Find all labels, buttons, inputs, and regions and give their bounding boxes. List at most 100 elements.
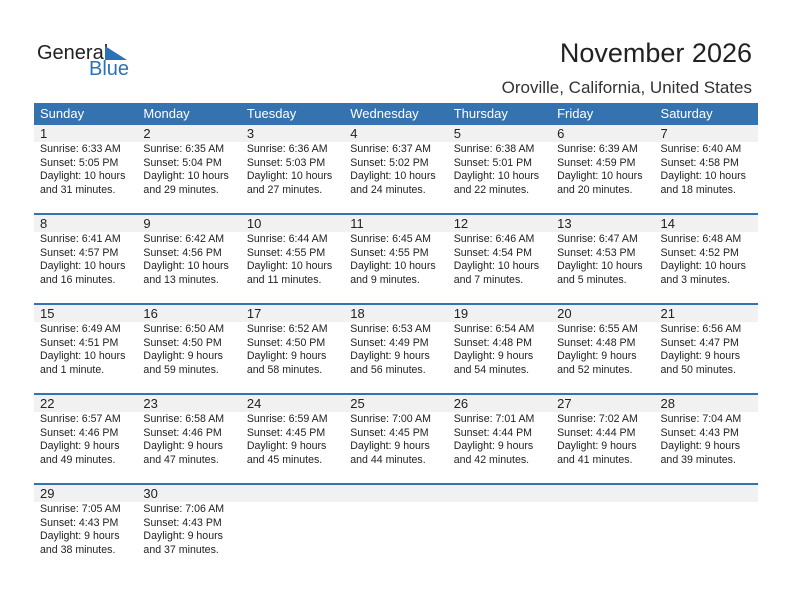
day-info: Sunrise: 6:36 AM Sunset: 5:03 PM Daylight:… xyxy=(241,142,344,197)
sunset-text: Sunset: 5:01 PM xyxy=(453,156,533,169)
sunrise-text: Sunrise: 7:06 AM xyxy=(143,503,225,515)
day-cell xyxy=(654,485,758,573)
weekday-header: Sunday Monday Tuesday Wednesday Thursday Frid… xyxy=(34,103,758,125)
sunrise-text: Sunrise: 7:00 AM xyxy=(350,413,431,425)
minutes-text: and 7 minutes. xyxy=(453,273,524,286)
weekday-thursday: Thursday xyxy=(453,106,508,121)
day-cell: 3 Sunrise: 6:36 AM Sunset: 5:03 PM Daylight… xyxy=(240,125,345,213)
minutes-text: and 13 minutes. xyxy=(143,273,219,286)
minutes-text: and 5 minutes. xyxy=(557,273,627,286)
week-row: 1 Sunrise: 6:33 AM Sunset: 5:05 PM Daylight… xyxy=(34,125,758,213)
day-cell: 18 Sunrise: 6:53 AM Sunset: 4:49 PM Dayligh… xyxy=(344,305,448,393)
daylight-text: Daylight: 9 hours xyxy=(350,350,430,363)
daylight-text: Daylight: 9 hours xyxy=(557,440,637,453)
sunrise-text: Sunrise: 6:58 AM xyxy=(143,413,225,425)
weekday-monday: Monday xyxy=(143,106,190,121)
minutes-text: and 49 minutes. xyxy=(40,453,116,466)
daylight-text: Daylight: 10 hours xyxy=(350,170,436,183)
sunset-text: Sunset: 4:48 PM xyxy=(557,336,636,349)
weekday-sunday: Sunday xyxy=(40,106,85,121)
sunrise-text: Sunrise: 6:47 AM xyxy=(557,233,638,245)
day-number: 21 xyxy=(654,305,758,322)
day-cell xyxy=(240,485,345,573)
sunrise-text: Sunrise: 6:59 AM xyxy=(246,413,328,425)
day-number: 28 xyxy=(654,395,758,412)
day-cell: 13 Sunrise: 6:47 AM Sunset: 4:53 PM Dayligh… xyxy=(551,215,655,303)
daylight-text: Daylight: 9 hours xyxy=(350,440,430,453)
day-info: Sunrise: 7:02 AM Sunset: 4:44 PM Daylight:… xyxy=(551,412,654,467)
sunset-text: Sunset: 4:46 PM xyxy=(40,426,119,439)
daylight-text: Daylight: 10 hours xyxy=(660,170,746,183)
sunrise-text: Sunrise: 6:41 AM xyxy=(40,233,121,245)
day-cell xyxy=(344,485,448,573)
daylight-text: Daylight: 10 hours xyxy=(143,260,229,273)
day-cell xyxy=(447,485,552,573)
sunset-text: Sunset: 4:50 PM xyxy=(246,336,326,349)
sunset-text: Sunset: 4:57 PM xyxy=(40,246,119,259)
sunrise-text: Sunrise: 6:33 AM xyxy=(40,143,121,155)
minutes-text: and 3 minutes. xyxy=(660,273,731,286)
minutes-text: and 50 minutes. xyxy=(660,363,736,376)
day-info: Sunrise: 6:42 AM Sunset: 4:56 PM Daylight:… xyxy=(137,232,240,287)
day-cell: 11 Sunrise: 6:45 AM Sunset: 4:55 PM Dayligh… xyxy=(344,215,448,303)
daylight-text: Daylight: 9 hours xyxy=(40,530,120,543)
day-number: 1 xyxy=(34,125,138,142)
week-row: 29 Sunrise: 7:05 AM Sunset: 4:43 PM Dayligh… xyxy=(34,483,758,573)
day-cell: 7 Sunrise: 6:40 AM Sunset: 4:58 PM Daylight… xyxy=(654,125,758,213)
day-number: 22 xyxy=(34,395,138,412)
day-number: 15 xyxy=(34,305,138,322)
daylight-text: Daylight: 9 hours xyxy=(660,440,741,453)
day-info: Sunrise: 6:56 AM Sunset: 4:47 PM Daylight:… xyxy=(655,322,758,377)
day-cell: 2 Sunrise: 6:35 AM Sunset: 5:04 PM Daylight… xyxy=(137,125,241,213)
day-number: 14 xyxy=(654,215,758,232)
minutes-text: and 29 minutes. xyxy=(143,183,219,196)
minutes-text: and 24 minutes. xyxy=(350,183,426,196)
minutes-text: and 31 minutes. xyxy=(40,183,116,196)
minutes-text: and 20 minutes. xyxy=(557,183,633,196)
day-number: 29 xyxy=(34,485,138,502)
day-cell: 5 Sunrise: 6:38 AM Sunset: 5:01 PM Daylight… xyxy=(447,125,552,213)
day-info: Sunrise: 6:37 AM Sunset: 5:02 PM Daylight:… xyxy=(344,142,447,197)
empty-day xyxy=(654,485,758,502)
day-cell: 19 Sunrise: 6:54 AM Sunset: 4:48 PM Dayligh… xyxy=(447,305,552,393)
day-info: Sunrise: 6:38 AM Sunset: 5:01 PM Daylight:… xyxy=(448,142,551,197)
week-row: 22 Sunrise: 6:57 AM Sunset: 4:46 PM Dayligh… xyxy=(34,393,758,483)
day-number: 10 xyxy=(240,215,345,232)
sunset-text: Sunset: 5:03 PM xyxy=(246,156,326,169)
day-number: 5 xyxy=(447,125,552,142)
sunrise-text: Sunrise: 7:05 AM xyxy=(40,503,121,515)
sunset-text: Sunset: 4:51 PM xyxy=(40,336,119,349)
day-cell: 1 Sunrise: 6:33 AM Sunset: 5:05 PM Daylight… xyxy=(34,125,138,213)
week-row: 8 Sunrise: 6:41 AM Sunset: 4:57 PM Daylight… xyxy=(34,213,758,303)
week-row: 15 Sunrise: 6:49 AM Sunset: 4:51 PM Dayligh… xyxy=(34,303,758,393)
sunset-text: Sunset: 4:46 PM xyxy=(143,426,222,439)
day-number: 4 xyxy=(344,125,448,142)
day-cell: 22 Sunrise: 6:57 AM Sunset: 4:46 PM Dayligh… xyxy=(34,395,138,483)
sunrise-text: Sunrise: 6:42 AM xyxy=(143,233,225,245)
day-info: Sunrise: 6:48 AM Sunset: 4:52 PM Daylight:… xyxy=(655,232,758,287)
sunset-text: Sunset: 4:55 PM xyxy=(246,246,326,259)
day-info: Sunrise: 6:41 AM Sunset: 4:57 PM Daylight:… xyxy=(34,232,137,287)
day-info: Sunrise: 6:33 AM Sunset: 5:05 PM Daylight:… xyxy=(34,142,137,197)
day-cell: 30 Sunrise: 7:06 AM Sunset: 4:43 PM Dayligh… xyxy=(137,485,241,573)
daylight-text: Daylight: 10 hours xyxy=(453,260,540,273)
sunrise-text: Sunrise: 6:40 AM xyxy=(660,143,742,155)
sunset-text: Sunset: 4:43 PM xyxy=(143,516,222,529)
sunrise-text: Sunrise: 7:02 AM xyxy=(557,413,638,425)
location: Oroville, California, United States xyxy=(501,78,752,97)
daylight-text: Daylight: 9 hours xyxy=(453,350,534,363)
daylight-text: Daylight: 9 hours xyxy=(143,440,223,453)
sunrise-text: Sunrise: 6:49 AM xyxy=(40,323,121,335)
day-info: Sunrise: 6:53 AM Sunset: 4:49 PM Daylight:… xyxy=(344,322,447,377)
minutes-text: and 58 minutes. xyxy=(246,363,323,376)
minutes-text: and 22 minutes. xyxy=(453,183,530,196)
daylight-text: Daylight: 9 hours xyxy=(453,440,534,453)
daylight-text: Daylight: 10 hours xyxy=(453,170,540,183)
day-cell: 21 Sunrise: 6:56 AM Sunset: 4:47 PM Dayligh… xyxy=(654,305,758,393)
sunset-text: Sunset: 4:56 PM xyxy=(143,246,222,259)
daylight-text: Daylight: 9 hours xyxy=(246,440,327,453)
day-cell: 27 Sunrise: 7:02 AM Sunset: 4:44 PM Dayligh… xyxy=(551,395,655,483)
sunset-text: Sunset: 4:47 PM xyxy=(660,336,739,349)
day-cell: 24 Sunrise: 6:59 AM Sunset: 4:45 PM Dayligh… xyxy=(240,395,345,483)
